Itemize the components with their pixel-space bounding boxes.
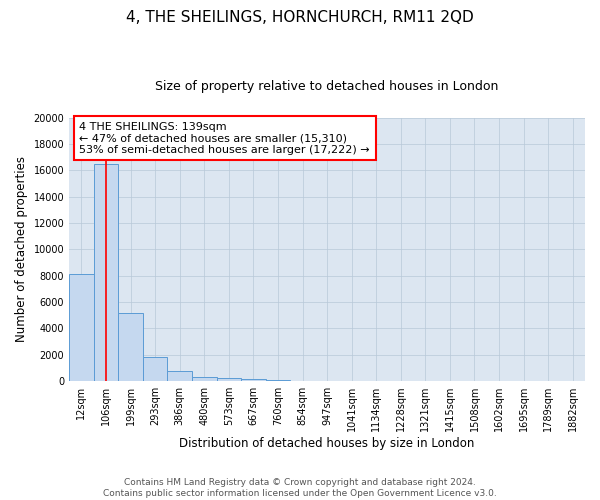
Bar	[192, 377, 217, 381]
Bar	[217, 378, 241, 381]
Text: Contains HM Land Registry data © Crown copyright and database right 2024.
Contai: Contains HM Land Registry data © Crown c…	[103, 478, 497, 498]
X-axis label: Distribution of detached houses by size in London: Distribution of detached houses by size …	[179, 437, 475, 450]
Bar	[266, 380, 290, 381]
Bar	[143, 358, 167, 381]
Bar	[118, 312, 143, 381]
Title: Size of property relative to detached houses in London: Size of property relative to detached ho…	[155, 80, 499, 93]
Text: 4, THE SHEILINGS, HORNCHURCH, RM11 2QD: 4, THE SHEILINGS, HORNCHURCH, RM11 2QD	[126, 10, 474, 25]
Text: 4 THE SHEILINGS: 139sqm
← 47% of detached houses are smaller (15,310)
53% of sem: 4 THE SHEILINGS: 139sqm ← 47% of detache…	[79, 122, 370, 155]
Y-axis label: Number of detached properties: Number of detached properties	[15, 156, 28, 342]
Bar	[241, 379, 266, 381]
Bar	[167, 371, 192, 381]
Bar	[94, 164, 118, 381]
Bar	[69, 274, 94, 381]
